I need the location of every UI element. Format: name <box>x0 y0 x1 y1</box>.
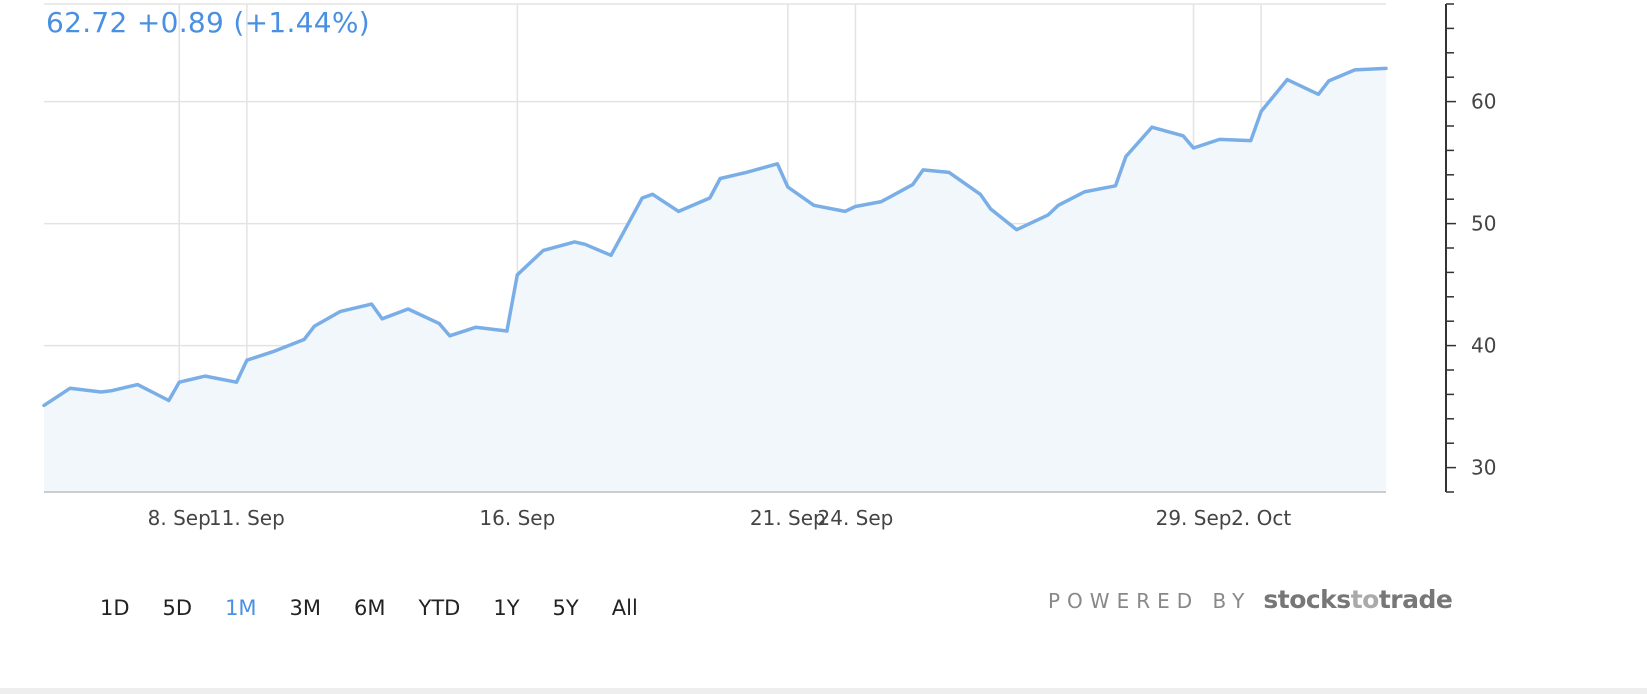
x-tick-label: 16. Sep <box>479 506 555 530</box>
bottom-divider <box>0 688 1647 694</box>
x-tick-label: 2. Oct <box>1231 506 1291 530</box>
y-tick-label: 60 <box>1471 90 1496 114</box>
brand-logo: stockstotrade <box>1263 585 1452 614</box>
brand-logo-part-to: to <box>1350 585 1380 614</box>
series-area-fill <box>44 68 1386 493</box>
range-button-1y[interactable]: 1Y <box>493 596 520 620</box>
y-tick-label: 40 <box>1471 334 1496 358</box>
range-button-5y[interactable]: 5Y <box>552 596 579 620</box>
brand-logo-part-stocks: stocks <box>1263 585 1351 614</box>
series-line[interactable] <box>42 66 1388 408</box>
powered-by-link[interactable]: POWERED BY stockstotrade <box>1048 585 1453 614</box>
brand-logo-part-trade: trade <box>1378 585 1453 614</box>
x-tick-label: 29. Sep <box>1156 506 1232 530</box>
powered-by-label: POWERED BY <box>1048 589 1252 613</box>
x-tick-label: 24. Sep <box>818 506 894 530</box>
range-button-3m[interactable]: 3M <box>289 596 322 620</box>
range-button-6m[interactable]: 6M <box>354 596 386 620</box>
x-tick-label: 8. Sep <box>148 506 211 530</box>
range-selector: 1D 5D 1M 3M 6M YTD 1Y 5Y All <box>100 596 671 620</box>
range-button-1d[interactable]: 1D <box>100 596 130 620</box>
range-button-all[interactable]: All <box>611 596 638 620</box>
price-change-readout: 62.72 +0.89 (+1.44%) <box>46 6 371 39</box>
y-tick-label: 30 <box>1471 456 1496 480</box>
range-button-5d[interactable]: 5D <box>162 596 193 620</box>
range-button-ytd[interactable]: YTD <box>418 596 461 620</box>
x-tick-label: 21. Sep <box>750 506 826 530</box>
range-button-1m[interactable]: 1M <box>225 596 257 620</box>
x-tick-label: 11. Sep <box>209 506 285 530</box>
y-tick-label: 50 <box>1471 212 1496 236</box>
